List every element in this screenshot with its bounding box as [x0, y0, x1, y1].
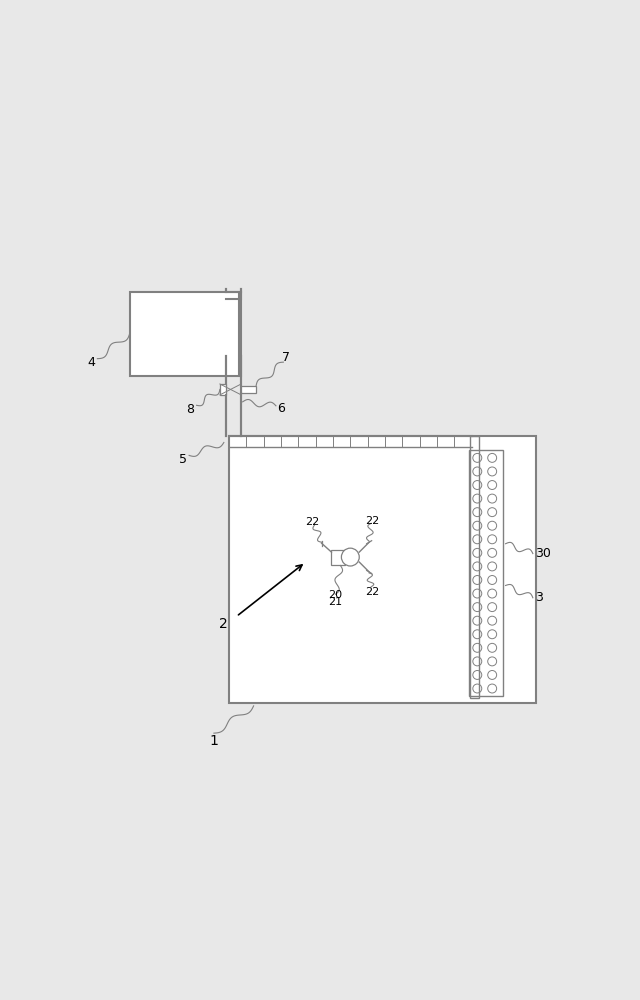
- Bar: [469, 450, 503, 696]
- Text: 7: 7: [282, 351, 290, 364]
- Text: 2: 2: [220, 617, 228, 631]
- Text: 21: 21: [328, 597, 342, 607]
- Text: 30: 30: [535, 547, 551, 560]
- Circle shape: [341, 548, 359, 566]
- Text: 3: 3: [535, 591, 543, 604]
- Bar: [332, 550, 346, 565]
- Bar: [220, 384, 227, 395]
- Text: 20: 20: [328, 590, 342, 600]
- Text: 4: 4: [88, 356, 95, 369]
- Text: 22: 22: [365, 516, 380, 526]
- Text: 8: 8: [187, 403, 195, 416]
- Bar: [470, 436, 479, 698]
- Text: 6: 6: [277, 402, 285, 415]
- Text: 22: 22: [305, 517, 319, 527]
- Text: 1: 1: [209, 734, 218, 748]
- Text: 22: 22: [365, 587, 380, 597]
- Bar: [229, 436, 536, 703]
- Bar: [129, 292, 239, 376]
- Text: 5: 5: [179, 453, 187, 466]
- Bar: [241, 386, 256, 393]
